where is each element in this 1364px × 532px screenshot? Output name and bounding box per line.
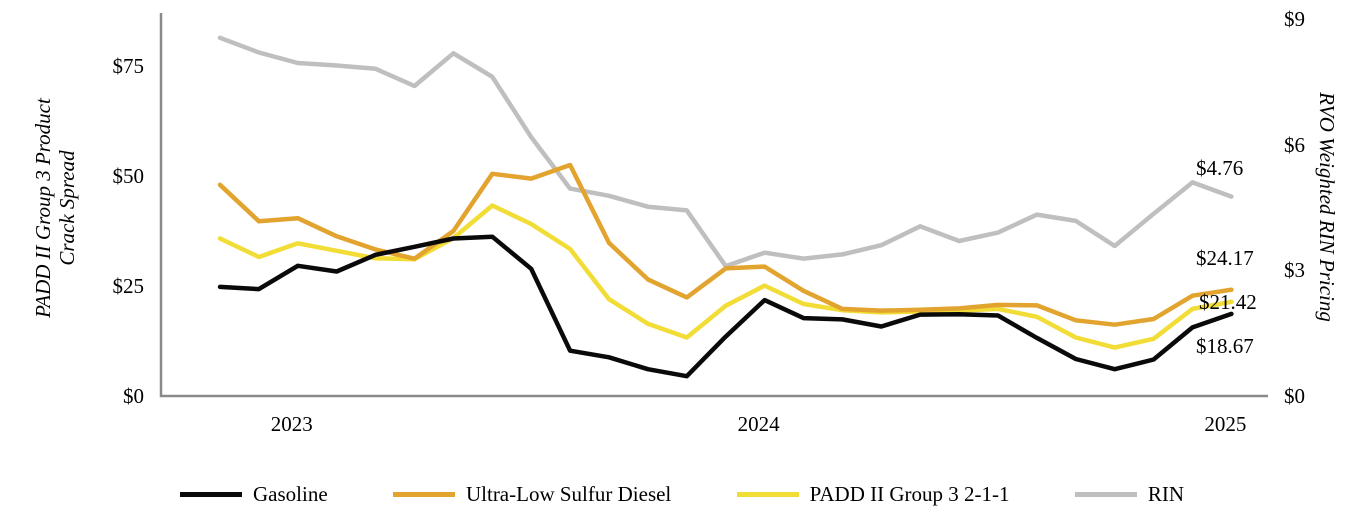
legend-item-rin: RIN bbox=[1074, 482, 1184, 506]
x-axis-year-2024: 2024 bbox=[737, 412, 780, 436]
legend-item-padd-ii-group-3-2-1-1: PADD II Group 3 2-1-1 bbox=[736, 482, 1010, 506]
series-line-ulsd bbox=[217, 162, 1234, 327]
left-axis-tick-75: $75 bbox=[112, 54, 145, 78]
left-axis-tick-25: $25 bbox=[112, 274, 145, 298]
x-axis-year-2025: 2025 bbox=[1204, 412, 1247, 436]
legend-label: Gasoline bbox=[253, 482, 328, 506]
end-value-label-rin: $4.76 bbox=[1196, 156, 1244, 180]
legend-label: RIN bbox=[1147, 482, 1184, 506]
legend-item-ulsd: Ultra-Low Sulfur Diesel bbox=[392, 482, 672, 506]
right-axis-title: RVO Weighted RIN Pricing bbox=[1315, 92, 1340, 322]
series-line-rin bbox=[217, 35, 1234, 269]
ulsd-line-swatch bbox=[392, 491, 455, 497]
legend-label: Ultra-Low Sulfur Diesel bbox=[465, 482, 672, 506]
right-axis-tick-6: $6 bbox=[1284, 132, 1305, 157]
left-axis-tick-50: $50 bbox=[112, 164, 145, 188]
legend-label: PADD II Group 3 2-1-1 bbox=[809, 482, 1010, 506]
chart-legend: Gasoline Ultra-Low Sulfur Diesel PADD II… bbox=[180, 480, 1184, 508]
right-axis-tick-9: $9 bbox=[1284, 6, 1305, 31]
series-line-padd-ii-group-3-2-1-1 bbox=[217, 203, 1234, 350]
right-axis-tick-0: $0 bbox=[1284, 384, 1305, 408]
axis-lines bbox=[159, 13, 1268, 398]
end-value-label-ulsd: $24.17 bbox=[1196, 246, 1254, 270]
x-axis-year-2023: 2023 bbox=[270, 412, 313, 436]
end-value-label-gasoline: $18.67 bbox=[1196, 334, 1254, 358]
rin-line-swatch bbox=[1074, 491, 1137, 497]
series-line-gasoline bbox=[217, 234, 1234, 379]
padd-line-swatch bbox=[736, 491, 799, 497]
end-value-label-padd-ii-group-3-2-1-1: $21.42 bbox=[1199, 290, 1257, 314]
left-axis-title: PADD II Group 3 Product Crack Spread bbox=[30, 98, 79, 318]
gasoline-line-swatch bbox=[180, 491, 242, 497]
right-axis-tick-3: $3 bbox=[1284, 258, 1305, 283]
left-axis-tick-0: $0 bbox=[123, 384, 144, 408]
legend-item-gasoline: Gasoline bbox=[180, 482, 328, 506]
